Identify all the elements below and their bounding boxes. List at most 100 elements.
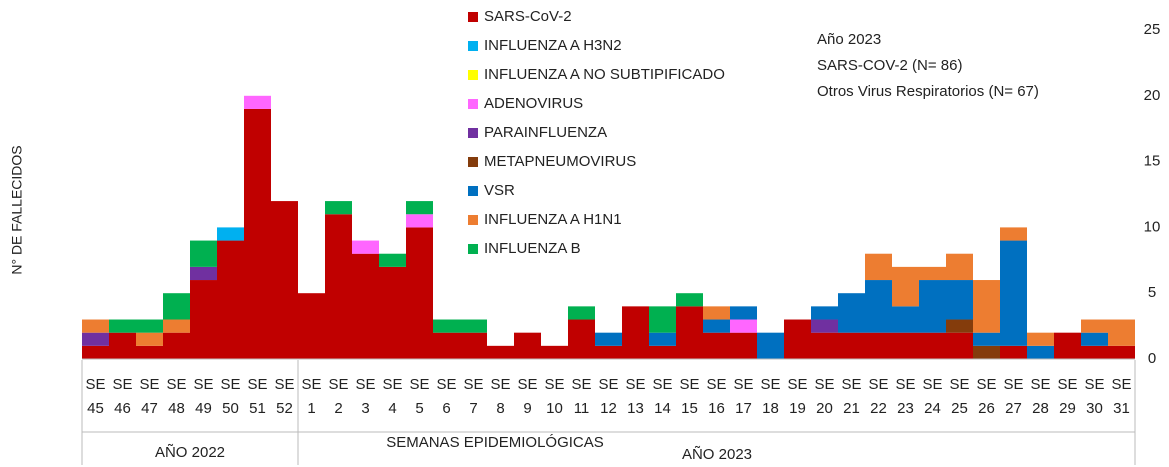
- x-tick-label: SE 51: [247, 376, 267, 417]
- x-tick-label: SE 2: [328, 376, 348, 417]
- bar-segment: [406, 201, 433, 215]
- bar-segment: [514, 332, 541, 359]
- x-tick-label: SE 52: [274, 376, 294, 417]
- bar-segment: [1081, 332, 1108, 346]
- x-tick-label: SE 23: [895, 376, 915, 417]
- x-tick-label: SE 25: [949, 376, 969, 417]
- bar-segment: [244, 95, 271, 109]
- legend-swatch: [468, 215, 478, 225]
- bar-segment: [1027, 345, 1054, 359]
- bar-segment: [352, 240, 379, 254]
- bar-segment: [1000, 240, 1027, 346]
- bar-segment: [82, 345, 109, 359]
- bar-segment: [946, 280, 973, 320]
- bar-segment: [568, 306, 595, 320]
- bar-segment: [82, 319, 109, 333]
- bar-segment: [109, 319, 136, 333]
- x-tick-label: SE 48: [166, 376, 186, 417]
- bar-segment: [406, 214, 433, 228]
- x-tick-label: SE 11: [571, 376, 591, 417]
- bar-segment: [433, 319, 460, 333]
- bar-segment: [838, 293, 865, 333]
- bar-segment: [190, 280, 217, 359]
- bar-segment: [190, 240, 217, 267]
- bar-segment: [811, 306, 838, 320]
- bar-segment: [352, 253, 379, 359]
- bar-segment: [379, 266, 406, 359]
- legend-label: INFLUENZA A H1N1: [484, 211, 622, 228]
- bar-segment: [433, 332, 460, 359]
- bar-segment: [595, 332, 622, 346]
- x-tick-label: SE 3: [355, 376, 375, 417]
- bar-segment: [811, 319, 838, 333]
- bar-segment: [1081, 319, 1108, 333]
- x-tick-label: SE 6: [436, 376, 456, 417]
- x-tick-label: SE 50: [220, 376, 240, 417]
- x-tick-label: SE 12: [598, 376, 618, 417]
- bar-segment: [865, 280, 892, 333]
- legend-swatch: [468, 41, 478, 51]
- bar-segment: [136, 345, 163, 359]
- x-tick-label: SE 5: [409, 376, 429, 417]
- annotation: Año 2023: [817, 31, 881, 48]
- bar-segment: [649, 345, 676, 359]
- bar-segment: [1000, 227, 1027, 241]
- legend-label: INFLUENZA A H3N2: [484, 37, 622, 54]
- bar-segment: [865, 253, 892, 281]
- x-tick-label: SE 47: [139, 376, 159, 417]
- x-axis-title: SEMANAS EPIDEMIOLÓGICAS: [386, 434, 604, 451]
- y-tick-label: 0: [1148, 350, 1156, 367]
- bar-segment: [217, 227, 244, 241]
- x-tick-label: SE 31: [1111, 376, 1131, 417]
- legend-swatch: [468, 12, 478, 22]
- bar-segment: [973, 332, 1000, 346]
- bar-segment: [487, 345, 514, 359]
- bar-segment: [109, 332, 136, 359]
- x-tick-label: SE 28: [1030, 376, 1050, 417]
- bar-segment: [406, 227, 433, 359]
- bar-segment: [892, 332, 919, 359]
- legend-swatch: [468, 244, 478, 254]
- legend-label: PARAINFLUENZA: [484, 124, 607, 141]
- bar-segment: [946, 332, 973, 359]
- bar-segment: [163, 332, 190, 359]
- x-tick-label: SE 7: [463, 376, 483, 417]
- bar-segment: [190, 266, 217, 281]
- bar-segment: [1108, 345, 1135, 359]
- x-tick-label: SE 14: [652, 376, 672, 417]
- bar-segment: [892, 266, 919, 307]
- bar-segment: [649, 332, 676, 346]
- bar-segment: [757, 332, 784, 359]
- bar-segment: [892, 306, 919, 333]
- bar-segment: [325, 201, 352, 215]
- legend-label: INFLUENZA B: [484, 240, 581, 257]
- legend-swatch: [468, 70, 478, 80]
- bar-segment: [946, 319, 973, 333]
- bar-segment: [649, 306, 676, 333]
- legend-label: METAPNEUMOVIRUS: [484, 153, 636, 170]
- bar-segment: [730, 332, 757, 359]
- y-tick-label: 15: [1144, 153, 1161, 170]
- x-tick-label: SE 4: [382, 376, 402, 417]
- annotation: Otros Virus Respiratorios (N= 67): [817, 83, 1039, 100]
- bar-segment: [1000, 345, 1027, 359]
- bar-segment: [460, 332, 487, 359]
- bar-segment: [163, 293, 190, 320]
- x-tick-label: SE 9: [517, 376, 537, 417]
- y-tick-label: 10: [1144, 218, 1161, 235]
- bar-segment: [973, 345, 1000, 359]
- bar-segment: [136, 332, 163, 346]
- bar-segment: [244, 108, 271, 360]
- x-tick-label: SE 27: [1003, 376, 1023, 417]
- bar-segment: [460, 319, 487, 333]
- bar-segment: [730, 306, 757, 320]
- x-tick-label: SE 15: [679, 376, 699, 417]
- bar-segment: [676, 306, 703, 359]
- bar-segment: [82, 332, 109, 346]
- legend-swatch: [468, 157, 478, 167]
- bar-segment: [946, 253, 973, 281]
- bar-segment: [919, 266, 946, 281]
- y-tick-label: 20: [1144, 87, 1161, 104]
- x-tick-label: SE 24: [922, 376, 942, 417]
- x-tick-label: SE 19: [787, 376, 807, 417]
